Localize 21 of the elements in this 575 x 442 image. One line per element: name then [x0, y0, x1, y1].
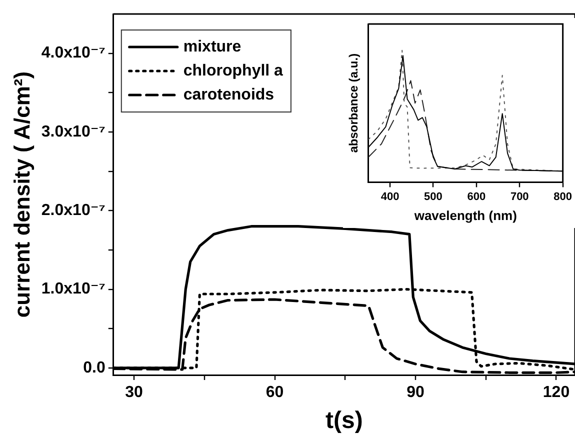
x-tick-label: 90	[406, 384, 424, 402]
x-tick-label: 600	[467, 190, 486, 203]
x-tick-label: 30	[125, 384, 144, 402]
x-axis-title: t(s)	[326, 407, 363, 434]
y-tick-label: 4.0x10⁻⁷	[41, 44, 106, 62]
y-axis-title: absorbance (a.u.)	[346, 53, 361, 153]
y-tick-label: 1.0x10⁻⁷	[41, 280, 106, 298]
y-tick-label: 2.0x10⁻⁷	[41, 202, 106, 220]
legend-label: carotenoids	[183, 86, 274, 104]
x-tick-label: 400	[380, 190, 400, 203]
x-tick-label: 700	[510, 190, 529, 203]
x-tick-label: 500	[424, 190, 442, 203]
legend-label: chlorophyll a	[183, 62, 284, 80]
x-tick-label: 800	[554, 190, 572, 203]
legend-label: mixture	[183, 38, 242, 56]
y-axis-title: current density ( A/cm²)	[9, 71, 34, 318]
x-axis-title: wavelength (nm)	[413, 208, 517, 223]
y-tick-label: 3.0x10⁻⁷	[41, 123, 106, 140]
x-tick-label: 120	[542, 384, 570, 402]
y-tick-label: 0.0	[83, 359, 106, 376]
x-tick-label: 60	[266, 384, 284, 402]
